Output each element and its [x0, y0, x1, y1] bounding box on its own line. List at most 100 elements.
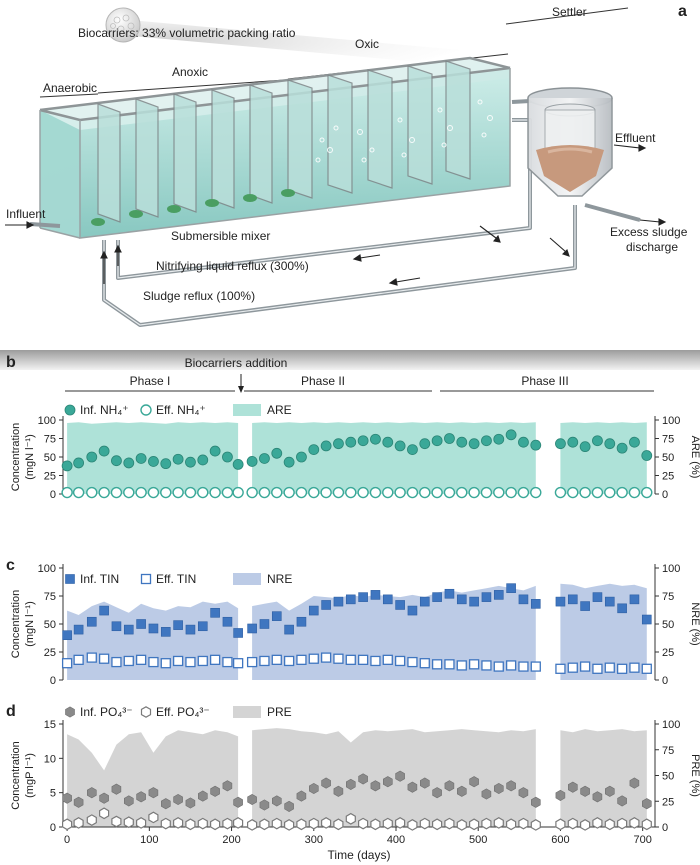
influent-point — [333, 785, 344, 797]
influent-point — [173, 620, 183, 630]
y-tick-label: 15 — [44, 719, 56, 731]
influent-point — [469, 596, 479, 607]
influent-point — [456, 785, 467, 797]
influent-point — [98, 445, 110, 457]
x-tick-label: 500 — [469, 834, 487, 846]
y-tick-label: 100 — [38, 415, 56, 427]
effluent-point — [641, 818, 652, 831]
effluent-point — [320, 486, 332, 499]
y2-tick-label: 75 — [662, 591, 674, 603]
influent-point — [580, 785, 590, 797]
panel-d-letter: d — [6, 703, 16, 720]
effluent-point — [518, 661, 529, 672]
effluent-point — [197, 655, 208, 667]
discharge-label: discharge — [626, 240, 678, 254]
influent-point — [345, 778, 356, 790]
effluent-point — [530, 486, 542, 499]
effluent-point — [567, 486, 579, 499]
effluent-point — [221, 486, 234, 499]
influent-point — [222, 780, 233, 792]
influent-point — [419, 438, 431, 450]
effluent-point — [308, 486, 320, 499]
influent-point — [419, 596, 430, 607]
influent-point — [604, 785, 615, 797]
effluent-point — [61, 658, 73, 669]
effluent-point — [296, 818, 307, 831]
effluent-point — [271, 817, 282, 830]
effluent-point — [345, 486, 357, 499]
influent-point — [185, 624, 196, 635]
y2-tick-label: 25 — [662, 471, 674, 483]
y-axis-unit: (mgN l⁻¹) — [24, 601, 36, 647]
influent-point — [222, 451, 233, 463]
influent-point — [333, 438, 344, 450]
effluent-point — [247, 819, 258, 831]
y2-axis-title: NRE (%) — [689, 602, 700, 645]
influent-point — [518, 787, 529, 799]
effluent-point — [419, 658, 430, 669]
influent-point — [604, 596, 615, 607]
influent-point — [456, 436, 468, 448]
influent-point — [86, 616, 97, 627]
effluent-point — [333, 653, 344, 664]
influent-point — [123, 624, 134, 635]
effluent-point — [604, 662, 615, 673]
effluent-point — [135, 654, 147, 665]
influent-point — [395, 600, 405, 610]
influent-point — [518, 436, 529, 448]
influent-point — [87, 787, 97, 799]
influent-point — [321, 777, 331, 789]
effluent-point — [148, 811, 159, 824]
effluent-point — [148, 656, 159, 668]
effluent-point — [123, 486, 135, 499]
influent-point — [271, 447, 283, 459]
influent-point — [592, 435, 603, 447]
influent-point — [308, 605, 319, 616]
influent-point — [555, 438, 566, 450]
influent-point — [567, 781, 578, 793]
influent-point — [370, 780, 381, 792]
influent-point — [493, 433, 505, 445]
influent-point — [641, 450, 653, 461]
influent-point — [394, 440, 406, 452]
legend-effluent-marker — [140, 573, 152, 585]
influent-point — [247, 623, 257, 634]
x-tick-label: 200 — [222, 834, 240, 846]
influent-point — [407, 605, 418, 616]
influent-point — [567, 594, 578, 605]
y2-tick-label: 25 — [662, 647, 674, 659]
effluent-point — [431, 659, 443, 670]
effluent-point — [518, 817, 529, 830]
influent-point — [222, 616, 233, 627]
influent-point — [469, 776, 479, 788]
x-tick-label: 400 — [387, 834, 405, 846]
biocarriers-label: Biocarriers: 33% volumetric packing rati… — [78, 26, 296, 40]
effluent-point — [345, 812, 356, 825]
effluent-point — [358, 817, 369, 830]
influent-point — [530, 796, 541, 808]
effluent-point — [246, 656, 258, 668]
effluent-point — [222, 817, 233, 830]
influent-point — [246, 456, 258, 467]
influent-point — [296, 451, 307, 463]
effluent-point — [481, 817, 492, 830]
influent-point — [111, 621, 122, 632]
effluent-point — [185, 818, 196, 831]
influent-point — [73, 457, 85, 469]
influent-point — [431, 435, 443, 447]
effluent-point — [321, 817, 332, 829]
y2-axis-title: ARE (%) — [689, 436, 700, 479]
effluent-point — [419, 817, 430, 830]
submersible-mixer-label: Submersible mixer — [171, 229, 270, 243]
influent-point — [530, 439, 542, 451]
influent-point — [284, 624, 294, 635]
effluent-point — [530, 819, 541, 831]
influent-point — [395, 770, 405, 782]
y2-tick-label: 100 — [662, 563, 680, 575]
influent-point — [185, 797, 196, 809]
influent-point — [73, 624, 84, 635]
effluent-point — [456, 660, 467, 671]
effluent-point — [567, 817, 578, 830]
influent-point — [99, 605, 109, 616]
effluent-point — [209, 486, 221, 499]
